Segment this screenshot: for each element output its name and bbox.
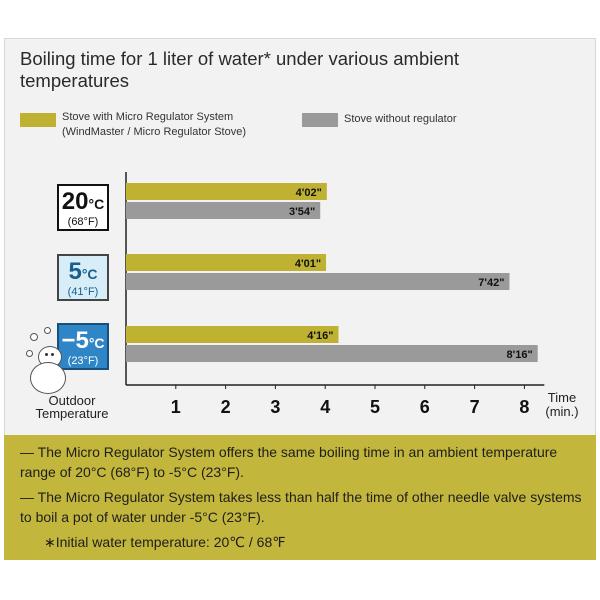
x-tick-label: 2 — [221, 397, 231, 417]
x-tick-label: 4 — [320, 397, 330, 417]
note-initial-temp: ∗Initial water temperature: 20℃ / 68℉ — [44, 534, 286, 550]
temp-celsius: 5°C — [68, 258, 98, 285]
chart-title: Boiling time for 1 liter of water* under… — [20, 48, 460, 91]
notes-panel: — The Micro Regulator System offers the … — [4, 435, 596, 560]
bar-without-regulator — [126, 202, 321, 219]
temp-fahrenheit: (41°F) — [67, 286, 99, 298]
x-tick-label: 3 — [270, 397, 280, 417]
temp-celsius: 20°C — [61, 188, 105, 215]
x-axis-title: Time (min.) — [545, 390, 579, 419]
bar-value-label: 4'02" — [296, 187, 322, 199]
bar-with-regulator — [126, 326, 339, 343]
bar-value-label: 4'16" — [307, 330, 333, 342]
legend-label-with-regulator: Stove with Micro Regulator System (WindM… — [62, 111, 246, 138]
legend-swatch-without-regulator — [302, 113, 338, 127]
temp-celsius: −5°C — [61, 327, 105, 354]
temp-box-20c: 20°C (68°F) — [57, 184, 109, 231]
temp-box-5c: 5°C (41°F) — [57, 254, 109, 301]
x-tick-label: 1 — [171, 397, 181, 417]
legend-label-without-regulator: Stove without regulator — [344, 113, 457, 125]
x-tick-label: 8 — [519, 397, 529, 417]
y-axis-title: Outdoor Temperature — [35, 393, 109, 421]
bar-value-label: 3'54" — [289, 206, 315, 218]
legend-swatch-with-regulator — [20, 113, 56, 127]
temp-fahrenheit: (23°F) — [67, 355, 99, 367]
bar-value-label: 8'16" — [507, 349, 533, 361]
x-tick-label: 7 — [470, 397, 480, 417]
note-half-time: — The Micro Regulator System takes less … — [20, 489, 582, 525]
bar-value-label: 7'42" — [478, 277, 504, 289]
bar-with-regulator — [126, 183, 327, 200]
note-same-boiling-time: — The Micro Regulator System offers the … — [20, 444, 558, 480]
bar-without-regulator — [126, 345, 538, 362]
bar-value-label: 4'01" — [295, 258, 321, 270]
x-tick-label: 5 — [370, 397, 380, 417]
x-tick-label: 6 — [420, 397, 430, 417]
bar-with-regulator — [126, 254, 327, 271]
bar-without-regulator — [126, 273, 510, 290]
temp-box-minus5c: −5°C (23°F) — [57, 323, 109, 370]
temp-fahrenheit: (68°F) — [67, 216, 99, 228]
